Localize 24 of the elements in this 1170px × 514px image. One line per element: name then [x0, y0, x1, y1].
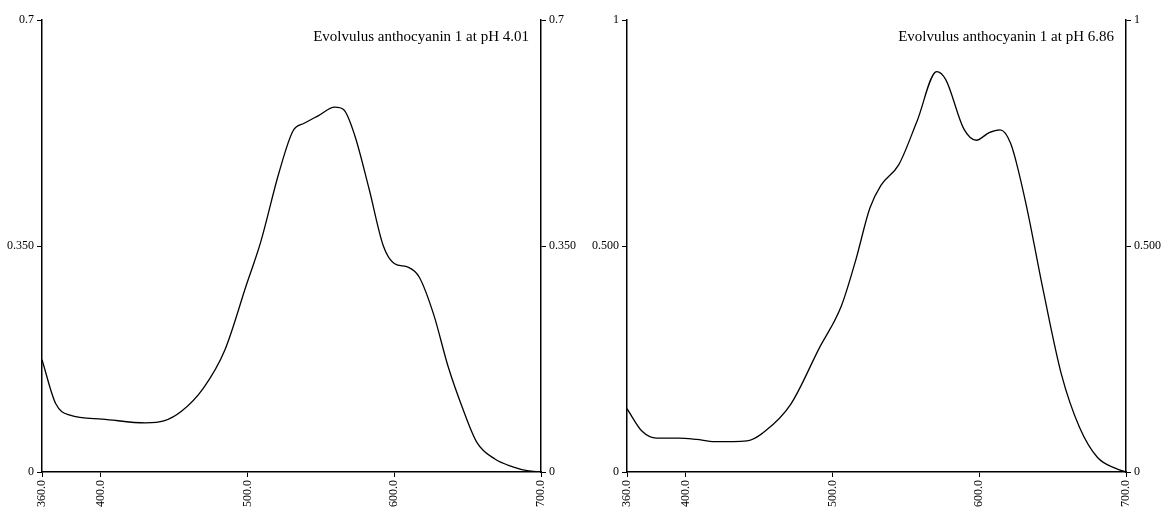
x-tick-label: 360.0 — [619, 480, 634, 507]
y2-tick-label: 1 — [1134, 12, 1140, 27]
x-tick-label: 400.0 — [92, 480, 107, 507]
x-tick-label: 360.0 — [34, 480, 49, 507]
y-tick-label: 1 — [613, 12, 619, 27]
y-tick-label: 0.500 — [592, 238, 619, 253]
x-tick-label: 500.0 — [824, 480, 839, 507]
text: Evolvulus anthocyanin 1 at pH 4.01 — [313, 28, 529, 45]
text: Evolvulus anthocyanin 1 at pH 6.86 — [898, 28, 1114, 45]
x-tick-label: 700.0 — [1118, 480, 1133, 507]
y2-tick-label: 0.500 — [1134, 238, 1161, 253]
x-tick-label: 600.0 — [386, 480, 401, 507]
y2-tick-label: 0.7 — [549, 12, 564, 27]
y2-tick-label: 0 — [549, 464, 555, 479]
x-tick-label: 600.0 — [971, 480, 986, 507]
y-tick-label: 0 — [28, 464, 34, 479]
y2-tick-label: 0.350 — [549, 238, 576, 253]
y-tick-label: 0.350 — [7, 238, 34, 253]
x-tick-label: 400.0 — [677, 480, 692, 507]
y-tick-label: 0.7 — [19, 12, 34, 27]
x-tick-label: 500.0 — [239, 480, 254, 507]
x-tick-label: 700.0 — [533, 480, 548, 507]
y-tick-label: 0 — [613, 464, 619, 479]
y2-tick-label: 0 — [1134, 464, 1140, 479]
